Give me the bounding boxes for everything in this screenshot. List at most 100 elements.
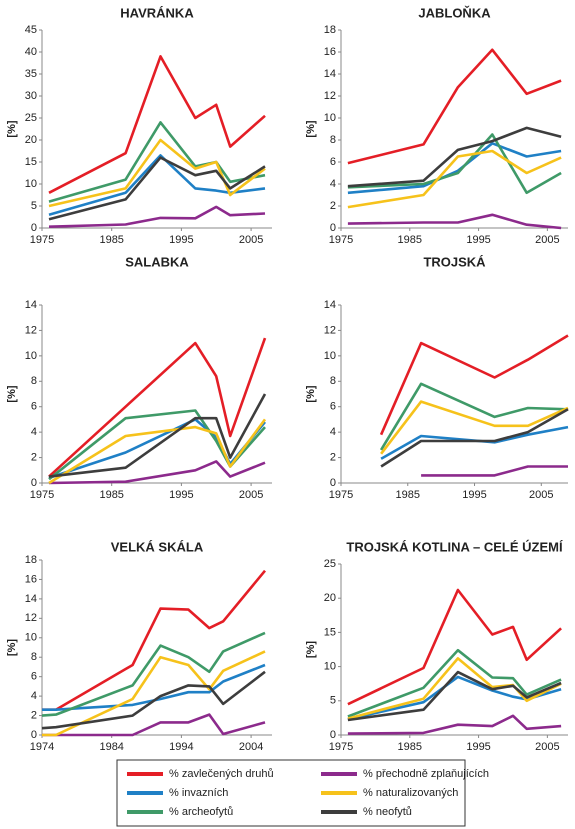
series-line [42,713,266,737]
y-tick-label: 0 [31,477,37,489]
series-line [347,149,562,209]
y-tick-label: 2 [330,451,336,463]
legend-label: % invazních [169,787,228,799]
series-line [347,213,562,230]
chart-title: JABLOŇKA [418,5,491,20]
y-tick-label: 14 [324,299,336,311]
series-line [48,205,266,228]
series-line [347,714,562,735]
x-tick-label: 1985 [99,234,123,246]
x-tick-label: 1995 [462,489,486,501]
y-tick-label: 10 [324,350,336,362]
series-line [41,631,266,717]
series-line [48,393,267,478]
y-axis-label: [%] [305,641,317,658]
y-tick-label: 10 [25,632,37,644]
legend-label: % archeofytů [169,806,233,818]
y-tick-label: 10 [324,112,336,124]
y-tick-label: 30 [25,90,37,102]
x-tick-label: 1975 [30,234,54,246]
x-tick-label: 1995 [466,234,490,246]
y-tick-label: 8 [330,134,336,146]
series-line [379,382,569,451]
y-tick-label: 14 [25,593,37,605]
series-line [42,663,266,711]
series-line [347,657,562,720]
series-line [347,126,562,188]
chart-title: TROJSKÁ [423,254,486,269]
y-tick-label: 2 [330,200,336,212]
x-tick-label: 1994 [169,741,193,753]
y-tick-label: 0 [330,477,336,489]
y-tick-label: 10 [25,350,37,362]
y-tick-label: 25 [25,112,37,124]
y-axis-label: [%] [6,120,18,137]
series-line [41,670,266,730]
legend-label: % přechodně zplaňujících [363,768,489,780]
x-tick-label: 1995 [466,741,490,753]
y-tick-label: 4 [31,690,37,702]
y-tick-label: 0 [330,222,336,234]
legend-label: % naturalizovaných [363,787,458,799]
x-tick-label: 1995 [169,489,193,501]
x-tick-label: 1975 [329,234,353,246]
series-line [380,425,569,460]
x-tick-label: 2005 [535,741,559,753]
x-tick-label: 1975 [30,489,54,501]
y-tick-label: 45 [25,24,37,36]
y-axis-label: [%] [6,385,18,402]
y-tick-label: 16 [25,573,37,585]
y-tick-label: 6 [31,671,37,683]
y-tick-label: 2 [31,451,37,463]
chart-title: VELKÁ SKÁLA [111,539,204,554]
y-tick-label: 40 [25,46,37,58]
x-tick-label: 1985 [398,234,422,246]
x-tick-label: 1984 [99,741,123,753]
x-tick-label: 1995 [169,234,193,246]
legend-label: % zavlečených druhů [169,768,274,780]
series-line [48,138,266,208]
series-line [421,465,568,477]
y-tick-label: 4 [330,178,336,190]
y-tick-label: 25 [324,558,336,570]
series-line [380,400,569,455]
y-tick-label: 15 [25,156,37,168]
y-tick-label: 0 [31,729,37,741]
series-line [347,670,562,722]
x-tick-label: 1975 [329,489,353,501]
series-line [347,675,562,721]
y-tick-label: 10 [324,661,336,673]
series-line [48,121,266,203]
y-tick-label: 14 [324,68,336,80]
y-tick-label: 20 [324,592,336,604]
x-tick-label: 2004 [239,741,263,753]
series-line [48,460,266,485]
x-tick-label: 1985 [396,489,420,501]
x-tick-label: 2005 [529,489,553,501]
legend-box [116,759,466,827]
y-tick-label: 18 [25,554,37,566]
y-tick-label: 35 [25,68,37,80]
y-tick-label: 6 [330,156,336,168]
x-tick-label: 1985 [398,741,422,753]
y-tick-label: 10 [25,178,37,190]
series-line [347,142,562,195]
y-tick-label: 0 [330,729,336,741]
series-line [48,55,266,194]
legend-label: % neofytů [363,806,412,818]
y-tick-label: 5 [330,695,336,707]
x-tick-label: 2005 [535,234,559,246]
y-tick-label: 4 [330,426,336,438]
series-line [42,650,266,737]
y-tick-label: 20 [25,134,37,146]
y-tick-label: 12 [324,324,336,336]
chart-title: TROJSKÁ KOTLINA – CELÉ ÚZEMÍ [346,539,563,554]
chart-title: HAVRÁNKA [120,5,194,20]
y-tick-label: 5 [31,200,37,212]
series-line [48,337,267,478]
y-tick-label: 6 [31,401,37,413]
y-tick-label: 0 [31,222,37,234]
series-line [347,588,562,706]
y-tick-label: 15 [324,626,336,638]
